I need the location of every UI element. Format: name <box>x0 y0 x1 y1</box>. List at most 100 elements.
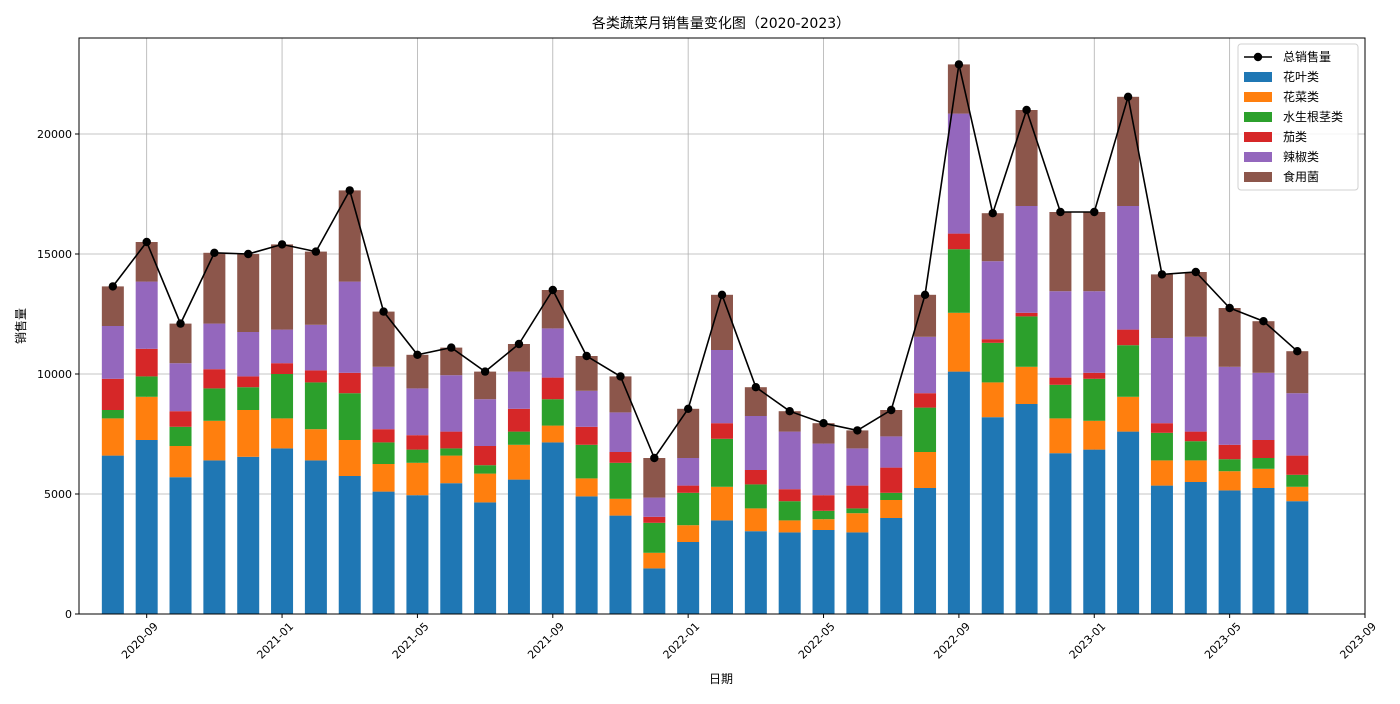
bar-segment <box>373 312 395 367</box>
y-tick-label: 10000 <box>37 368 72 381</box>
bar-segment <box>914 452 936 488</box>
bar-segment <box>745 508 767 531</box>
bar-segment <box>1219 445 1241 459</box>
bar-segment <box>271 330 293 364</box>
total-sales-point <box>887 406 895 414</box>
bar-segment <box>474 502 496 614</box>
bar-segment <box>779 532 801 614</box>
bar-segment <box>677 458 699 486</box>
bar-segment <box>170 324 192 364</box>
bar-segment <box>643 517 665 523</box>
legend-label: 水生根茎类 <box>1283 110 1343 124</box>
total-sales-point <box>244 250 252 258</box>
bar-segment <box>440 375 462 431</box>
total-sales-point <box>650 454 658 462</box>
total-sales-point <box>176 319 184 327</box>
bar-segment <box>1286 501 1308 614</box>
bar-segment <box>677 525 699 542</box>
bar-segment <box>474 465 496 473</box>
bar-segment <box>1049 418 1071 453</box>
bar-segment <box>542 426 564 443</box>
bar-segment <box>1117 330 1139 346</box>
bar-segment <box>1185 272 1207 337</box>
bar-segment <box>948 372 970 614</box>
legend-label: 总销售量 <box>1283 49 1331 64</box>
bar-segment <box>982 261 1004 339</box>
bar-segment <box>1219 367 1241 445</box>
bar-segment <box>779 489 801 501</box>
bar-segment <box>203 388 225 420</box>
y-axis-label: 销售量 <box>13 308 28 344</box>
bar-segment <box>508 480 530 614</box>
bar-segment <box>237 410 259 457</box>
bar-segment <box>1083 450 1105 614</box>
bar-segment <box>508 432 530 445</box>
bar-segment <box>406 463 428 495</box>
bar-segment <box>440 432 462 449</box>
legend-swatch <box>1244 132 1272 142</box>
bar-segment <box>170 446 192 477</box>
bar-segment <box>880 436 902 467</box>
total-sales-point <box>1056 208 1064 216</box>
bar-segment <box>1049 385 1071 419</box>
bar-segment <box>305 460 327 614</box>
bar-segment <box>745 484 767 508</box>
bar-segment <box>846 508 868 513</box>
bar-segment <box>339 282 361 373</box>
bar-segment <box>576 478 598 496</box>
bar-segment <box>880 468 902 493</box>
bar-segment <box>271 244 293 329</box>
bar-segment <box>1049 453 1071 614</box>
chart-title: 各类蔬菜月销售量变化图（2020-2023） <box>592 16 850 32</box>
bar-segment <box>474 474 496 503</box>
bar-segment <box>203 369 225 388</box>
bar-segment <box>1151 423 1173 433</box>
bar-segment <box>1049 291 1071 377</box>
x-axis-label: 日期 <box>709 672 733 686</box>
bar-segment <box>1252 469 1274 488</box>
bar-segment <box>1083 291 1105 373</box>
bar-segment <box>406 495 428 614</box>
bar-segment <box>1286 351 1308 393</box>
y-tick-label: 5000 <box>44 488 72 501</box>
legend-swatch <box>1244 152 1272 162</box>
bar-segment <box>136 397 158 440</box>
bar-segment <box>813 495 835 511</box>
bar-segment <box>1219 459 1241 471</box>
bar-segment <box>305 429 327 460</box>
bar-segment <box>102 379 124 410</box>
bar-segment <box>170 411 192 427</box>
y-tick-label: 20000 <box>37 128 72 141</box>
bar-segment <box>711 487 733 521</box>
bar-segment <box>542 442 564 614</box>
total-sales-point <box>1192 268 1200 276</box>
total-sales-point <box>413 351 421 359</box>
total-sales-point <box>752 383 760 391</box>
bar-segment <box>779 520 801 532</box>
bar-segment <box>237 254 259 332</box>
legend-label: 食用菌 <box>1283 169 1319 184</box>
bar-segment <box>102 326 124 379</box>
bar-segment <box>136 440 158 614</box>
bar-segment <box>373 464 395 492</box>
bar-segment <box>1286 487 1308 501</box>
total-sales-point <box>278 240 286 248</box>
bar-segment <box>711 520 733 614</box>
bar-segment <box>136 349 158 377</box>
bar-segment <box>846 532 868 614</box>
bar-segment <box>948 313 970 372</box>
x-tick-label: 2022-05 <box>796 620 838 662</box>
bar-segment <box>982 343 1004 383</box>
bar-segment <box>440 483 462 614</box>
bar-segment <box>1083 421 1105 450</box>
bar-segment <box>271 448 293 614</box>
bar-segment <box>813 519 835 530</box>
total-sales-point <box>481 367 489 375</box>
bar-segment <box>880 500 902 518</box>
bar-segment <box>711 439 733 487</box>
bar-segment <box>1185 441 1207 460</box>
bar-segment <box>508 445 530 480</box>
bar-segment <box>203 253 225 324</box>
bar-segment <box>948 114 970 234</box>
total-sales-point <box>582 352 590 360</box>
